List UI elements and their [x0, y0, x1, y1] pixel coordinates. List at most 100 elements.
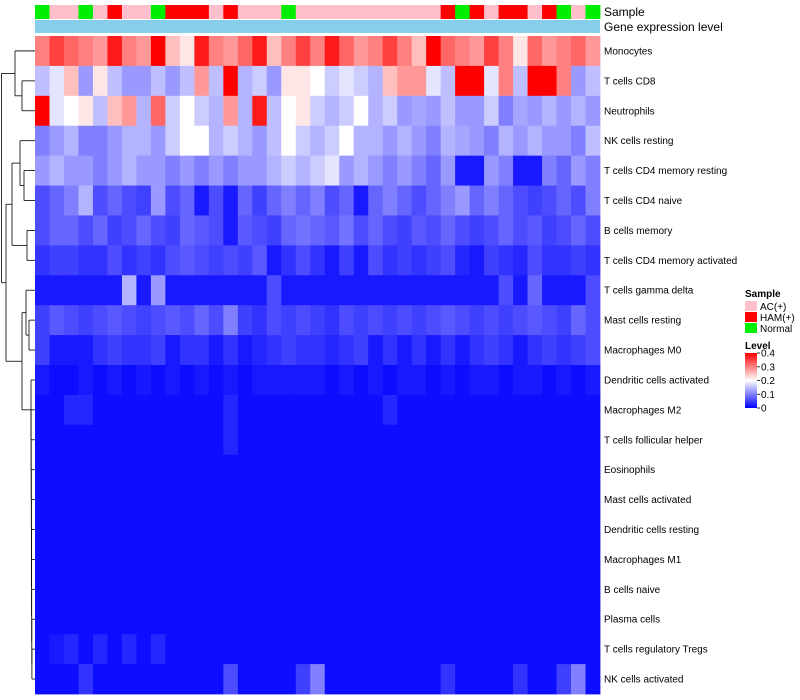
heatmap-cell	[542, 394, 557, 426]
heatmap-cell	[585, 215, 601, 246]
heatmap-cell	[78, 95, 94, 127]
heatmap-cell	[571, 95, 586, 127]
heatmap-cell	[411, 484, 427, 515]
heatmap-cell	[411, 65, 427, 97]
heatmap-cell	[513, 125, 528, 157]
heatmap-cell	[440, 335, 456, 366]
heatmap-cell	[455, 604, 471, 635]
heatmap-cell	[498, 544, 514, 575]
heatmap-cell	[571, 454, 586, 486]
heatmap-cell	[542, 245, 557, 276]
heatmap-cell	[542, 305, 557, 336]
sample-annotation-cell	[571, 5, 586, 19]
heatmap-cell	[339, 185, 355, 216]
heatmap-cell	[397, 454, 413, 486]
heatmap-cell	[353, 155, 369, 186]
heatmap-cell	[63, 514, 79, 545]
heatmap-cell	[382, 454, 398, 486]
heatmap-cell	[455, 305, 471, 336]
heatmap-cell	[411, 215, 427, 246]
heatmap-cell	[266, 664, 282, 695]
heatmap-cell	[194, 335, 210, 366]
heatmap-cell	[194, 305, 210, 336]
heatmap-cell	[469, 155, 485, 186]
heatmap-cell	[484, 484, 499, 515]
heatmap-cell	[455, 36, 471, 67]
heatmap-cell	[397, 335, 413, 366]
heatmap-cell	[353, 95, 369, 127]
heatmap-cell	[426, 424, 442, 456]
heatmap-cell	[585, 634, 601, 665]
heatmap-cell	[556, 65, 572, 97]
heatmap-cell	[150, 424, 166, 456]
heatmap-cell	[35, 185, 50, 216]
heatmap-cell	[92, 484, 108, 515]
heatmap-cell	[223, 514, 239, 545]
heatmap-cell	[78, 335, 94, 366]
heatmap-cell	[237, 365, 253, 396]
heatmap-cell	[324, 574, 340, 605]
heatmap-cell	[484, 454, 499, 486]
heatmap-cell	[63, 215, 79, 246]
heatmap-cell	[556, 36, 572, 67]
heatmap-cell	[542, 424, 557, 456]
heatmap-cell	[78, 574, 94, 605]
sample-annotation-cell	[353, 5, 369, 19]
heatmap-cell	[63, 634, 79, 665]
heatmap-cell	[324, 634, 340, 665]
heatmap-cell	[469, 664, 485, 695]
heatmap-cell	[571, 125, 586, 157]
heatmap-cell	[179, 394, 195, 426]
heatmap-cell	[49, 604, 65, 635]
heatmap-cell	[411, 155, 427, 186]
heatmap-cell	[194, 574, 210, 605]
heatmap-cell	[542, 664, 557, 695]
sample-annotation-cell	[179, 5, 195, 19]
heatmap-cell	[121, 634, 137, 665]
heatmap-cell	[484, 424, 499, 456]
heatmap-cell	[382, 305, 398, 336]
row-label: B cells naive	[604, 585, 661, 596]
heatmap-cell	[179, 664, 195, 695]
heatmap-cell	[339, 65, 355, 97]
heatmap-cell	[281, 125, 297, 157]
heatmap-cell	[78, 664, 94, 695]
heatmap-cell	[252, 245, 268, 276]
heatmap-cell	[469, 185, 485, 216]
heatmap-cell	[252, 574, 268, 605]
row-label: T cells CD4 naive	[604, 196, 683, 207]
heatmap-cell	[469, 365, 485, 396]
heatmap-cell	[368, 185, 384, 216]
heatmap-cell	[92, 125, 108, 157]
legend-swatch	[745, 301, 757, 311]
heatmap-cell	[440, 125, 456, 157]
heatmap-cell	[455, 664, 471, 695]
heatmap-cell	[266, 394, 282, 426]
heatmap-cell	[121, 95, 137, 127]
heatmap-cell	[585, 155, 601, 186]
heatmap-cell	[121, 424, 137, 456]
heatmap-cell	[440, 305, 456, 336]
heatmap-cell	[136, 484, 152, 515]
heatmap-cell	[542, 215, 557, 246]
heatmap-cell	[368, 125, 384, 157]
heatmap-cell	[266, 454, 282, 486]
heatmap-cell	[484, 275, 499, 306]
heatmap-cell	[208, 604, 224, 635]
heatmap-cell	[107, 185, 123, 216]
heatmap-cell	[498, 305, 514, 336]
heatmap-cell	[368, 335, 384, 366]
heatmap-cell	[92, 424, 108, 456]
heatmap-cell	[484, 305, 499, 336]
heatmap-cell	[397, 36, 413, 67]
heatmap-cell	[223, 544, 239, 575]
heatmap-cell	[179, 365, 195, 396]
heatmap-cell	[252, 544, 268, 575]
heatmap-cell	[484, 125, 499, 157]
sample-annotation-cell	[339, 5, 355, 19]
heatmap-cell	[339, 155, 355, 186]
heatmap-cell	[397, 185, 413, 216]
heatmap-cell	[440, 215, 456, 246]
heatmap-cell	[556, 394, 572, 426]
heatmap-cell	[426, 275, 442, 306]
